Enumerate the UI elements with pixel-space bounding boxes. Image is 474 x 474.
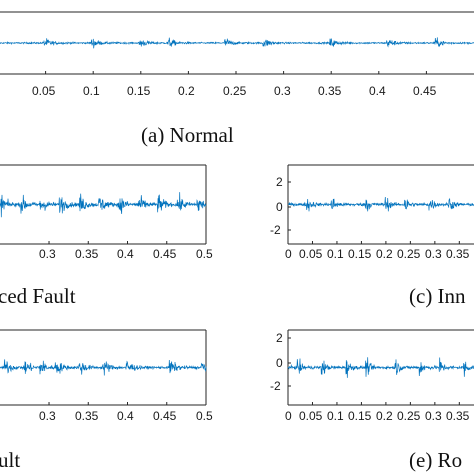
caption-e: (e) Ro — [409, 448, 463, 472]
panel-c-y-tick-label: 2 — [276, 175, 283, 189]
panel-d-signal-line — [0, 359, 207, 376]
panel-a-x-tick-label: 0.3 — [274, 84, 291, 98]
panel-e-x-tick-label: 0.15 — [348, 409, 372, 423]
panel-a-x-tick-label: 0.15 — [127, 84, 151, 98]
panel-c-x-tick-label: 0.3 — [425, 247, 442, 261]
caption-d: ult — [0, 448, 21, 472]
panel-c-y-tick-label: -2 — [270, 223, 281, 237]
panel-e-y-tick-label: 0 — [276, 356, 283, 370]
panel-c-x-tick-label: 0.2 — [376, 247, 393, 261]
caption-b: ced Fault — [0, 284, 76, 308]
panel-a-signal-line — [0, 37, 474, 49]
panel-d-x-tick-label: 0.45 — [153, 409, 177, 423]
panel-e-y-tick-label: 2 — [276, 331, 283, 345]
panel-e-x-tick-label: 0.1 — [327, 409, 344, 423]
panel-c-x-tick-label: 0.05 — [299, 247, 323, 261]
panel-b-x-tick-label: 0.3 — [39, 247, 56, 261]
panel-d-x-tick-label: 0.35 — [75, 409, 99, 423]
panel-a-x-tick-label: 0.35 — [318, 84, 342, 98]
panel-c-x-tick-label: 0.15 — [348, 247, 372, 261]
panel-c-x-tick-label: 0.1 — [327, 247, 344, 261]
panel-e-x-tick-label: 0 — [285, 409, 292, 423]
panel-e-x-tick-label: 0.2 — [376, 409, 393, 423]
panel-c-y-tick-label: 0 — [276, 200, 283, 214]
panel-e-x-tick-label: 0.35 — [446, 409, 470, 423]
panel-e-x-tick-label: 0.25 — [397, 409, 421, 423]
panel-c-x-tick-label: 0 — [285, 247, 292, 261]
panel-a-x-tick-label: 0.45 — [413, 84, 437, 98]
panel-b-signal-line — [0, 192, 207, 218]
panel-a-x-tick-label: 0.2 — [178, 84, 195, 98]
caption-c: (c) Inn — [409, 284, 466, 308]
panel-a-x-tick-label: 0.4 — [369, 84, 386, 98]
panel-d-x-tick-label: 0.5 — [196, 409, 213, 423]
panel-c-x-tick-label: 0.35 — [446, 247, 470, 261]
panel-e-signal-line — [287, 357, 474, 378]
panel-e-x-tick-label: 0.3 — [425, 409, 442, 423]
panel-c-signal-line — [287, 196, 474, 212]
panel-e-y-tick-label: -2 — [270, 379, 281, 393]
panel-b-x-tick-label: 0.45 — [153, 247, 177, 261]
caption-a: (a) Normal — [141, 123, 234, 147]
panel-b-x-tick-label: 0.5 — [196, 247, 213, 261]
panel-c-x-tick-label: 0.25 — [397, 247, 421, 261]
panel-a-x-tick-label: 0.05 — [32, 84, 56, 98]
panel-a-x-tick-label: 0.1 — [83, 84, 100, 98]
panel-b-x-tick-label: 0.35 — [75, 247, 99, 261]
panel-d-x-tick-label: 0.3 — [39, 409, 56, 423]
panel-b-x-tick-label: 0.4 — [117, 247, 134, 261]
panel-a-x-tick-label: 0.25 — [223, 84, 247, 98]
panel-d-x-tick-label: 0.4 — [117, 409, 134, 423]
panel-e-x-tick-label: 0.05 — [299, 409, 323, 423]
